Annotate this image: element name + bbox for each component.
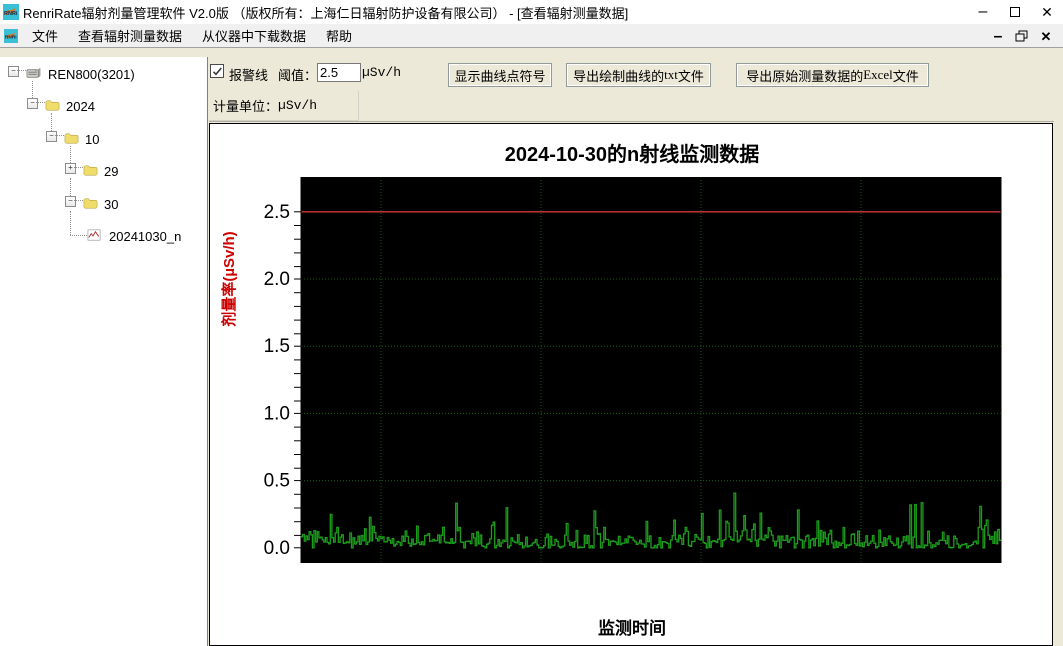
svg-text:1.5: 1.5 bbox=[264, 336, 290, 357]
svg-text:0.0: 0.0 bbox=[264, 538, 290, 559]
svg-text:2.5: 2.5 bbox=[264, 202, 290, 223]
svg-text:1.0: 1.0 bbox=[264, 403, 290, 424]
svg-text:2.0: 2.0 bbox=[264, 269, 290, 290]
svg-text:0.5: 0.5 bbox=[264, 471, 290, 492]
svg-text:RNRi: RNRi bbox=[5, 34, 17, 40]
svg-text:RNRi: RNRi bbox=[4, 11, 18, 17]
